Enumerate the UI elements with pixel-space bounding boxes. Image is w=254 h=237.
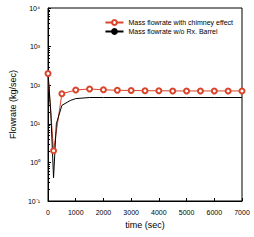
svg-text:0: 0 xyxy=(46,209,50,216)
svg-text:10⁻¹: 10⁻¹ xyxy=(28,198,41,205)
svg-text:3000: 3000 xyxy=(123,209,139,216)
svg-text:1000: 1000 xyxy=(68,209,84,216)
svg-text:time (sec): time (sec) xyxy=(125,220,165,230)
svg-text:Mass flowrate w/o Rx. Barrel: Mass flowrate w/o Rx. Barrel xyxy=(128,28,218,35)
svg-text:10²: 10² xyxy=(30,82,41,89)
svg-text:10⁰: 10⁰ xyxy=(30,159,41,166)
svg-text:10¹: 10¹ xyxy=(30,120,41,127)
svg-text:10⁴: 10⁴ xyxy=(29,5,40,12)
svg-text:2000: 2000 xyxy=(96,209,112,216)
svg-text:10³: 10³ xyxy=(30,43,41,50)
svg-text:4000: 4000 xyxy=(151,209,167,216)
svg-text:Mass flowrate with chimney eff: Mass flowrate with chimney effect xyxy=(128,19,233,27)
svg-text:5000: 5000 xyxy=(179,209,195,216)
svg-text:Flowrate (kg/sec): Flowrate (kg/sec) xyxy=(8,70,18,139)
svg-text:7000: 7000 xyxy=(234,209,250,216)
svg-text:6000: 6000 xyxy=(206,209,222,216)
